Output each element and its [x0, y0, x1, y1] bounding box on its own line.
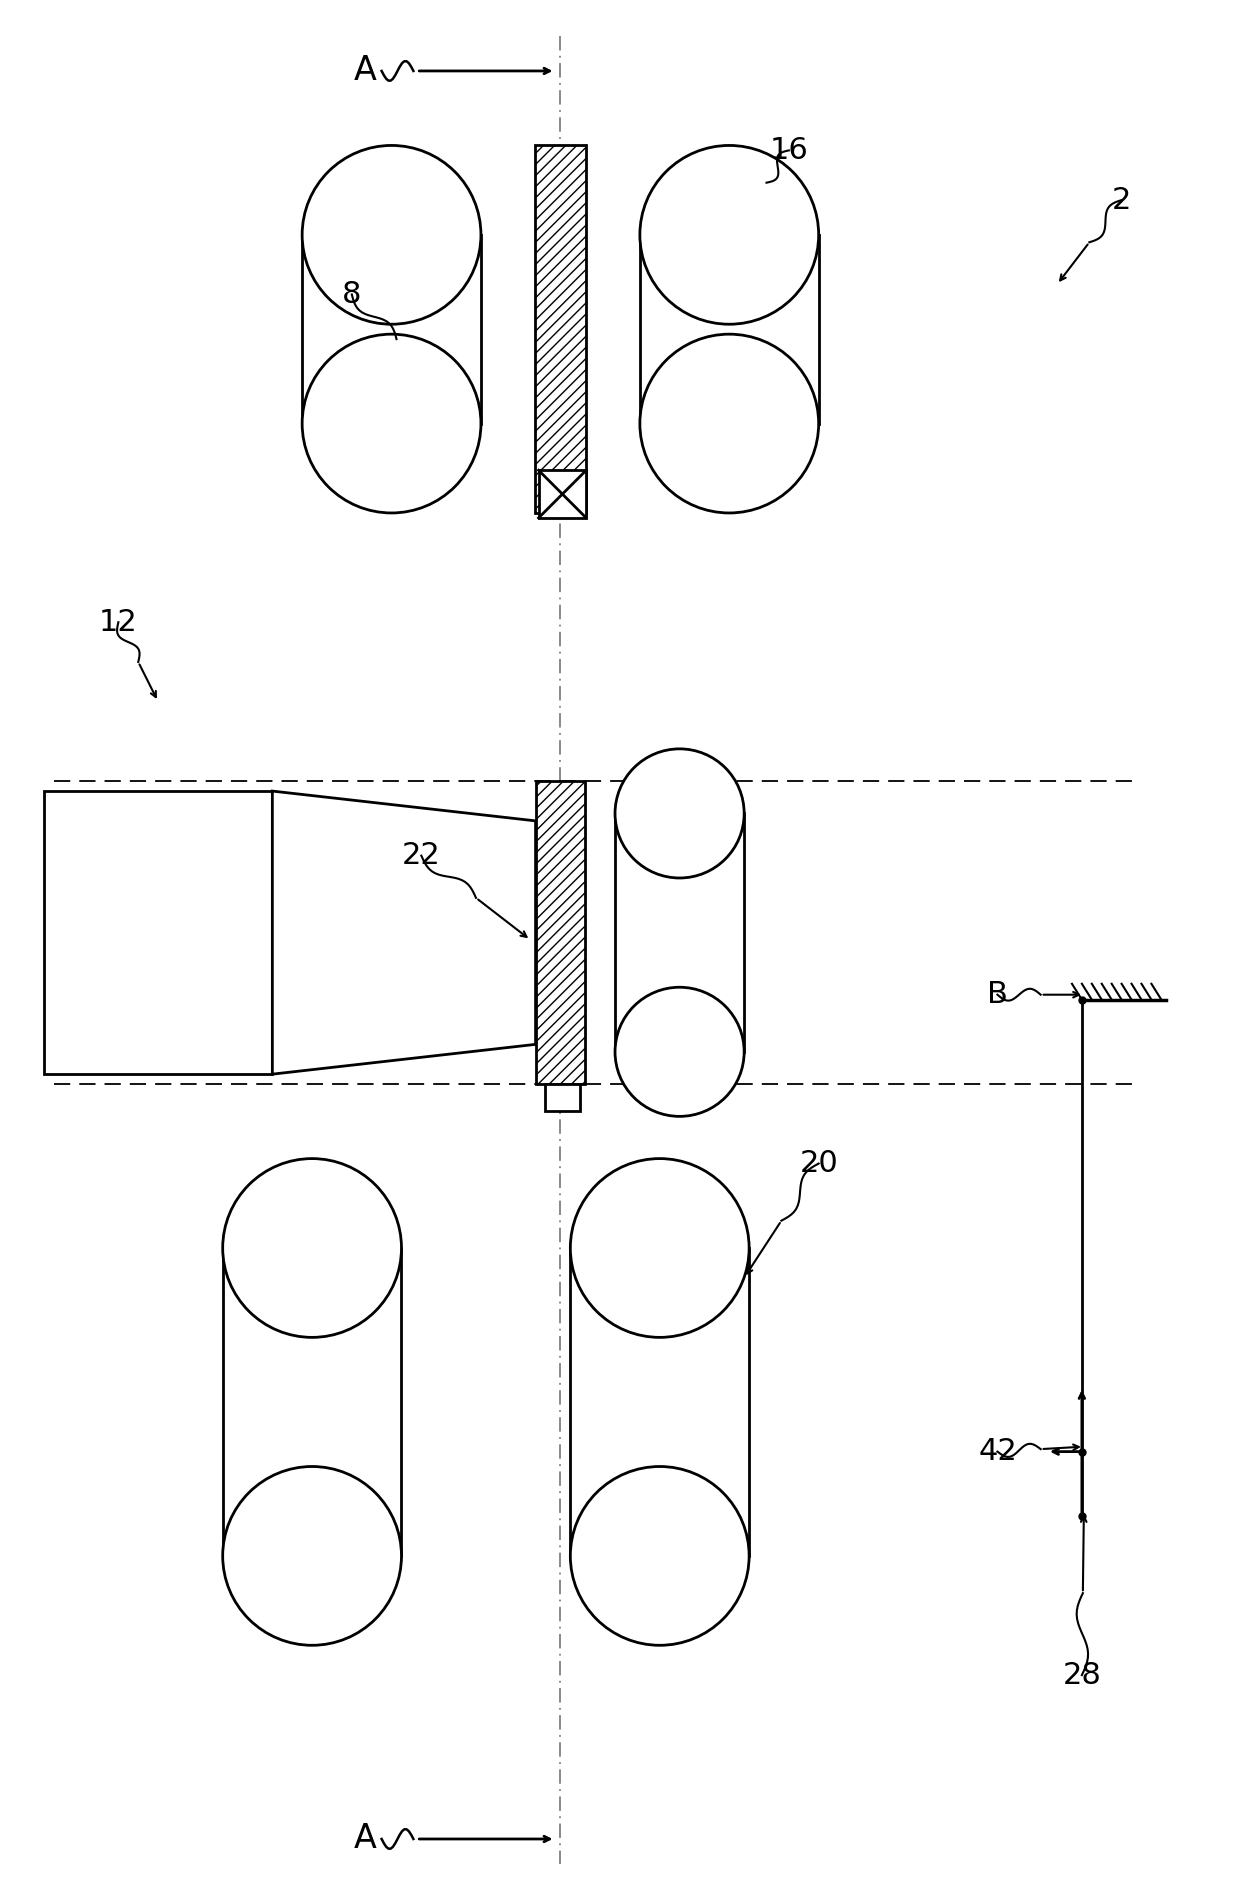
Circle shape — [223, 1467, 402, 1645]
Circle shape — [570, 1467, 749, 1645]
Circle shape — [615, 988, 744, 1117]
Text: 2: 2 — [1112, 186, 1131, 215]
Circle shape — [615, 749, 744, 878]
Bar — [538, 469, 587, 519]
Circle shape — [223, 1159, 402, 1338]
Polygon shape — [303, 236, 481, 424]
Circle shape — [303, 334, 481, 513]
Text: B: B — [987, 980, 1008, 1009]
Circle shape — [303, 146, 481, 325]
Circle shape — [640, 146, 818, 325]
Bar — [43, 790, 273, 1074]
Polygon shape — [615, 813, 744, 1053]
Text: 22: 22 — [402, 842, 440, 870]
Text: 8: 8 — [342, 279, 362, 310]
Bar — [544, 1085, 580, 1112]
Text: 42: 42 — [978, 1436, 1017, 1467]
Text: 28: 28 — [1063, 1661, 1101, 1689]
Polygon shape — [570, 1248, 749, 1556]
Polygon shape — [273, 790, 536, 1074]
Text: 16: 16 — [770, 137, 808, 165]
Circle shape — [570, 1159, 749, 1338]
Text: 20: 20 — [800, 1150, 838, 1178]
Text: A: A — [353, 1822, 377, 1856]
Text: A: A — [353, 55, 377, 87]
Text: 12: 12 — [99, 608, 138, 636]
Polygon shape — [223, 1248, 402, 1556]
Circle shape — [640, 334, 818, 513]
Polygon shape — [640, 236, 818, 424]
Bar — [534, 146, 587, 513]
Bar — [536, 781, 585, 1085]
